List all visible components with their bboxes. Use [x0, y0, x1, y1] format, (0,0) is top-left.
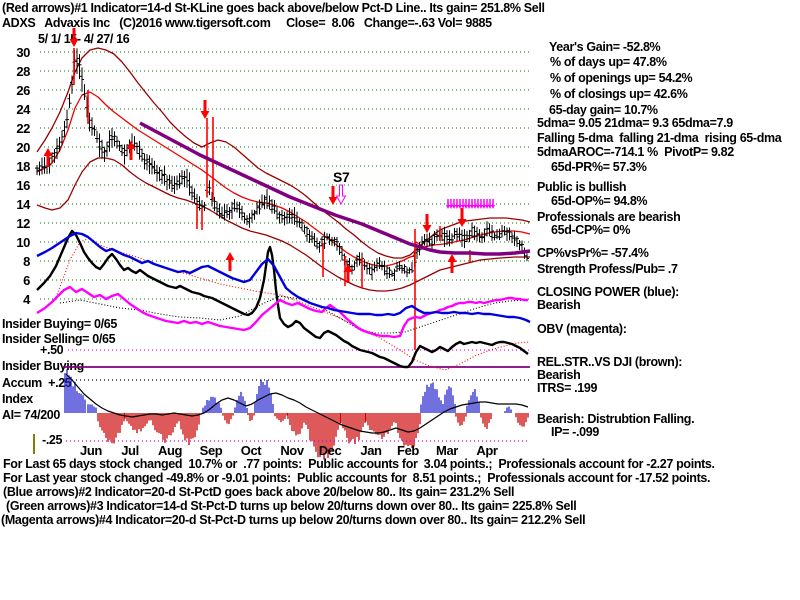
footer-line-3: (Green arrows)#3 Indicator=14-d St-Pct-D…: [6, 499, 577, 513]
insider-buying-panel-label: Insider Buying: [2, 359, 84, 373]
svg-text:4: 4: [23, 292, 31, 307]
plus50-label: +.50: [40, 343, 64, 357]
stat-line-19: Bearish: [537, 368, 581, 382]
signal-arrows: [43, 28, 467, 283]
stat-line-18: REL.STR..VS DJI (brown):: [537, 355, 683, 369]
stat-line-20: ITRS= .199: [537, 381, 598, 395]
svg-text:Aug: Aug: [158, 443, 183, 458]
minus25-label: -.25: [42, 433, 63, 447]
stat-line-1: % of days up= 47.8%: [550, 55, 667, 69]
stat-line-16: Bearish: [537, 298, 581, 312]
insider-buying-label: Insider Buying= 0/65: [2, 317, 117, 331]
svg-text:20: 20: [16, 140, 30, 155]
svg-text:22: 22: [16, 121, 30, 136]
svg-text:26: 26: [16, 83, 30, 98]
month-axis-labels: Jun Jul Aug Sep Oct Nov Dec Jan Feb Mar Apr: [80, 443, 498, 458]
footer-line-4: (Magenta arrows)#4 Indicator=20-d St-Pct…: [1, 513, 586, 527]
svg-text:Jun: Jun: [80, 443, 102, 458]
svg-text:8: 8: [23, 254, 30, 269]
svg-text:Oct: Oct: [241, 443, 263, 458]
stat-line-8: 65d-PR%= 57.3%: [551, 160, 647, 174]
svg-text:Nov: Nov: [280, 443, 305, 458]
indicator-1-summary: (Red arrows)#1 Indicator=14-d St-KLine g…: [2, 1, 545, 15]
stat-line-13: CP%vsPr%= -57.4%: [537, 246, 649, 260]
rs-line: [36, 229, 529, 369]
insider-selling-label: Insider Selling= 0/65: [2, 332, 116, 346]
svg-text:28: 28: [16, 64, 30, 79]
stat-line-12: 65d-CP%= 0%: [551, 223, 631, 237]
stat-line-14: Strength Profess/Pub= .7: [537, 262, 678, 276]
stat-line-10: 65d-OP%= 94.8%: [551, 194, 648, 208]
stat-line-17: OBV (magenta):: [537, 322, 627, 336]
price-axis-labels: 30 28 26 24 22 20 18 16 14 12 10 8 6 4: [16, 45, 31, 307]
stat-line-4: 65-day gain= 10.7%: [549, 103, 658, 117]
stat-line-15: CLOSING POWER (blue):: [537, 285, 679, 299]
svg-text:6: 6: [23, 273, 30, 288]
svg-text:14: 14: [16, 197, 31, 212]
cp-line: [36, 231, 531, 324]
stat-line-0: Year's Gain= -52.8%: [549, 40, 661, 54]
stat-line-21: Bearish: Distrubtion Falling.: [537, 412, 695, 426]
reference-lines: [33, 349, 530, 454]
grid-lines: [40, 51, 530, 300]
footer-line-2: (Blue arrows)#2 Indicator=20-d St-PctD g…: [3, 485, 515, 499]
svg-text:18: 18: [16, 159, 30, 174]
chart-annotation-s7: S7: [333, 169, 350, 185]
accum-plus25-label: Accum +.25: [2, 376, 72, 390]
svg-text:12: 12: [16, 216, 30, 231]
svg-text:Dec: Dec: [319, 443, 342, 458]
signal-candles: [73, 48, 471, 350]
svg-text:Mar: Mar: [436, 443, 458, 458]
svg-text:24: 24: [16, 102, 31, 117]
magenta-hash-marks: [446, 199, 495, 209]
stat-line-6: Falling 5-dma falling 21-dma rising 65-d…: [537, 131, 782, 145]
stat-line-9: Public is bullish: [537, 180, 627, 194]
footer-line-1: For Last year stock changed -49.8% or -9…: [3, 471, 711, 485]
svg-text:Apr: Apr: [476, 443, 498, 458]
stat-line-3: % of closings up= 42.6%: [550, 87, 688, 101]
svg-text:Sep: Sep: [200, 443, 223, 458]
rs-ma-dotted: [59, 295, 526, 334]
ai-value-label: AI= 74/200: [2, 408, 61, 422]
candlesticks: [35, 48, 529, 281]
stat-line-22: IP= -.099: [551, 425, 599, 439]
cp-ma-dotted: [54, 237, 531, 371]
obv-line: [36, 285, 528, 339]
svg-text:16: 16: [16, 178, 30, 193]
stat-line-2: % of openings up= 54.2%: [550, 71, 693, 85]
svg-text:Jan: Jan: [360, 443, 382, 458]
ai-smoothed-line: [65, 373, 529, 434]
footer-line-0: For Last 65 days stock changed 10.7% or …: [3, 457, 715, 471]
stat-line-7: 5dmaAROC=-714.1 % PivotP= 9.82: [537, 145, 734, 159]
svg-text:S7: S7: [333, 169, 350, 185]
svg-text:30: 30: [16, 45, 30, 60]
stat-line-5: 5dma= 9.05 21dma= 9.3 65dma=7.9: [537, 116, 733, 130]
ma-65d-line: [139, 121, 531, 256]
stat-line-11: Professionals are bearish: [537, 210, 681, 224]
svg-text:Feb: Feb: [397, 443, 419, 458]
svg-text:10: 10: [16, 235, 30, 250]
index-label: Index: [2, 392, 33, 406]
svg-text:Jul: Jul: [121, 443, 139, 458]
price-chart: 30 28 26 24 22 20 18 16 14 12 10 8 6 4 Jun Jul Aug Sep Oct…: [16, 28, 531, 460]
ticker-title-line: ADXS Advaxis Inc (C)2016 www.tigersoft.c…: [2, 16, 492, 30]
